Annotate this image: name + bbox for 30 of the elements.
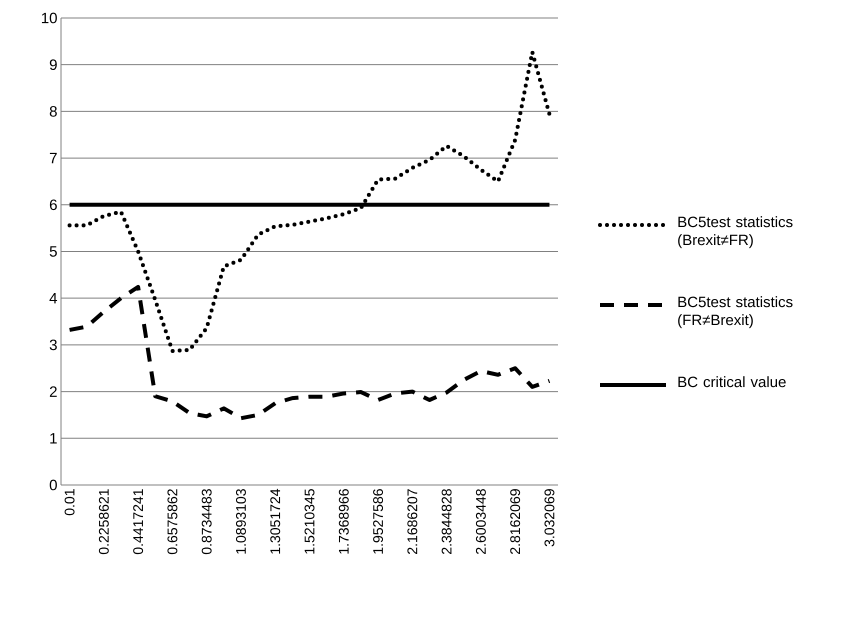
y-tick-label: 6 xyxy=(50,199,57,210)
y-tick-label: 3 xyxy=(50,340,57,350)
x-tick-label: 2.1686207 xyxy=(407,489,418,554)
legend-label: BC5test statistics (FR≠Brexit) xyxy=(678,296,793,328)
y-tick-label: 4 xyxy=(49,293,58,304)
x-tick-label: 0.4417241 xyxy=(133,489,144,554)
y-tick-label: 10 xyxy=(42,12,57,24)
x-tick-label: 1.5210345 xyxy=(304,489,314,554)
y-tick-label: 5 xyxy=(50,246,57,257)
y-tick-label: 8 xyxy=(50,106,57,117)
x-tick-label: 0.6575862 xyxy=(167,489,178,554)
x-tick-label: 2.6003448 xyxy=(476,489,486,554)
x-tick-label: 3.032069 xyxy=(544,489,554,546)
x-tick-label: 0.8734483 xyxy=(202,489,212,554)
x-tick-label: 2.8162069 xyxy=(510,489,520,554)
x-tick-label: 2.3844828 xyxy=(442,489,452,554)
x-tick-label: 1.3051724 xyxy=(270,488,280,554)
x-tick-label: 1.0893103 xyxy=(236,489,246,554)
x-tick-label: 1.7368966 xyxy=(338,489,349,554)
y-tick-label: 7 xyxy=(50,152,57,164)
y-tick-label: 9 xyxy=(50,59,57,70)
x-tick-label: 1.9527586 xyxy=(373,489,384,554)
y-tick-label: 2 xyxy=(50,386,57,397)
line-series xyxy=(68,284,552,420)
legend-label: BC critical value xyxy=(678,376,786,388)
y-tick-label: 0 xyxy=(50,480,57,490)
legend-label: BC5test statistics (Brexit≠FR) xyxy=(678,216,793,248)
x-tick-label: 0.2258621 xyxy=(98,489,109,554)
y-tick-label: 1 xyxy=(50,433,57,444)
x-tick-label: 0.01 xyxy=(64,489,75,516)
